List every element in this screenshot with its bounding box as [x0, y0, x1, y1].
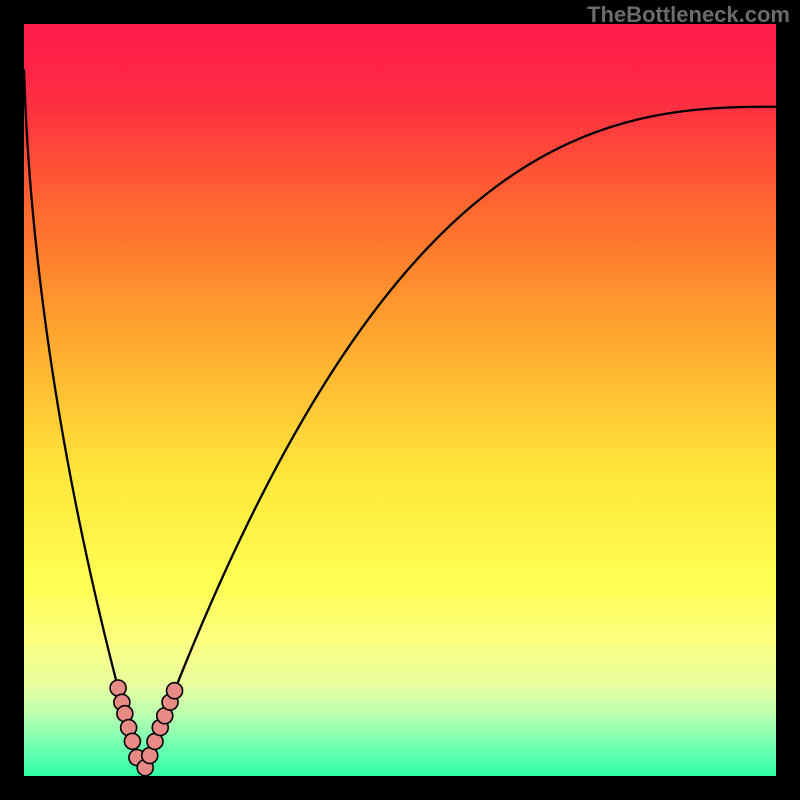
marker-dot [110, 680, 126, 696]
plot-area [24, 24, 776, 776]
curve-markers [110, 680, 182, 776]
watermark-text: TheBottleneck.com [587, 2, 790, 27]
curve-path [24, 70, 776, 774]
marker-dot [124, 733, 140, 749]
bottleneck-curve [24, 24, 776, 776]
chart-root: TheBottleneck.com [0, 0, 800, 800]
marker-dot [167, 683, 183, 699]
watermark: TheBottleneck.com [587, 2, 790, 28]
